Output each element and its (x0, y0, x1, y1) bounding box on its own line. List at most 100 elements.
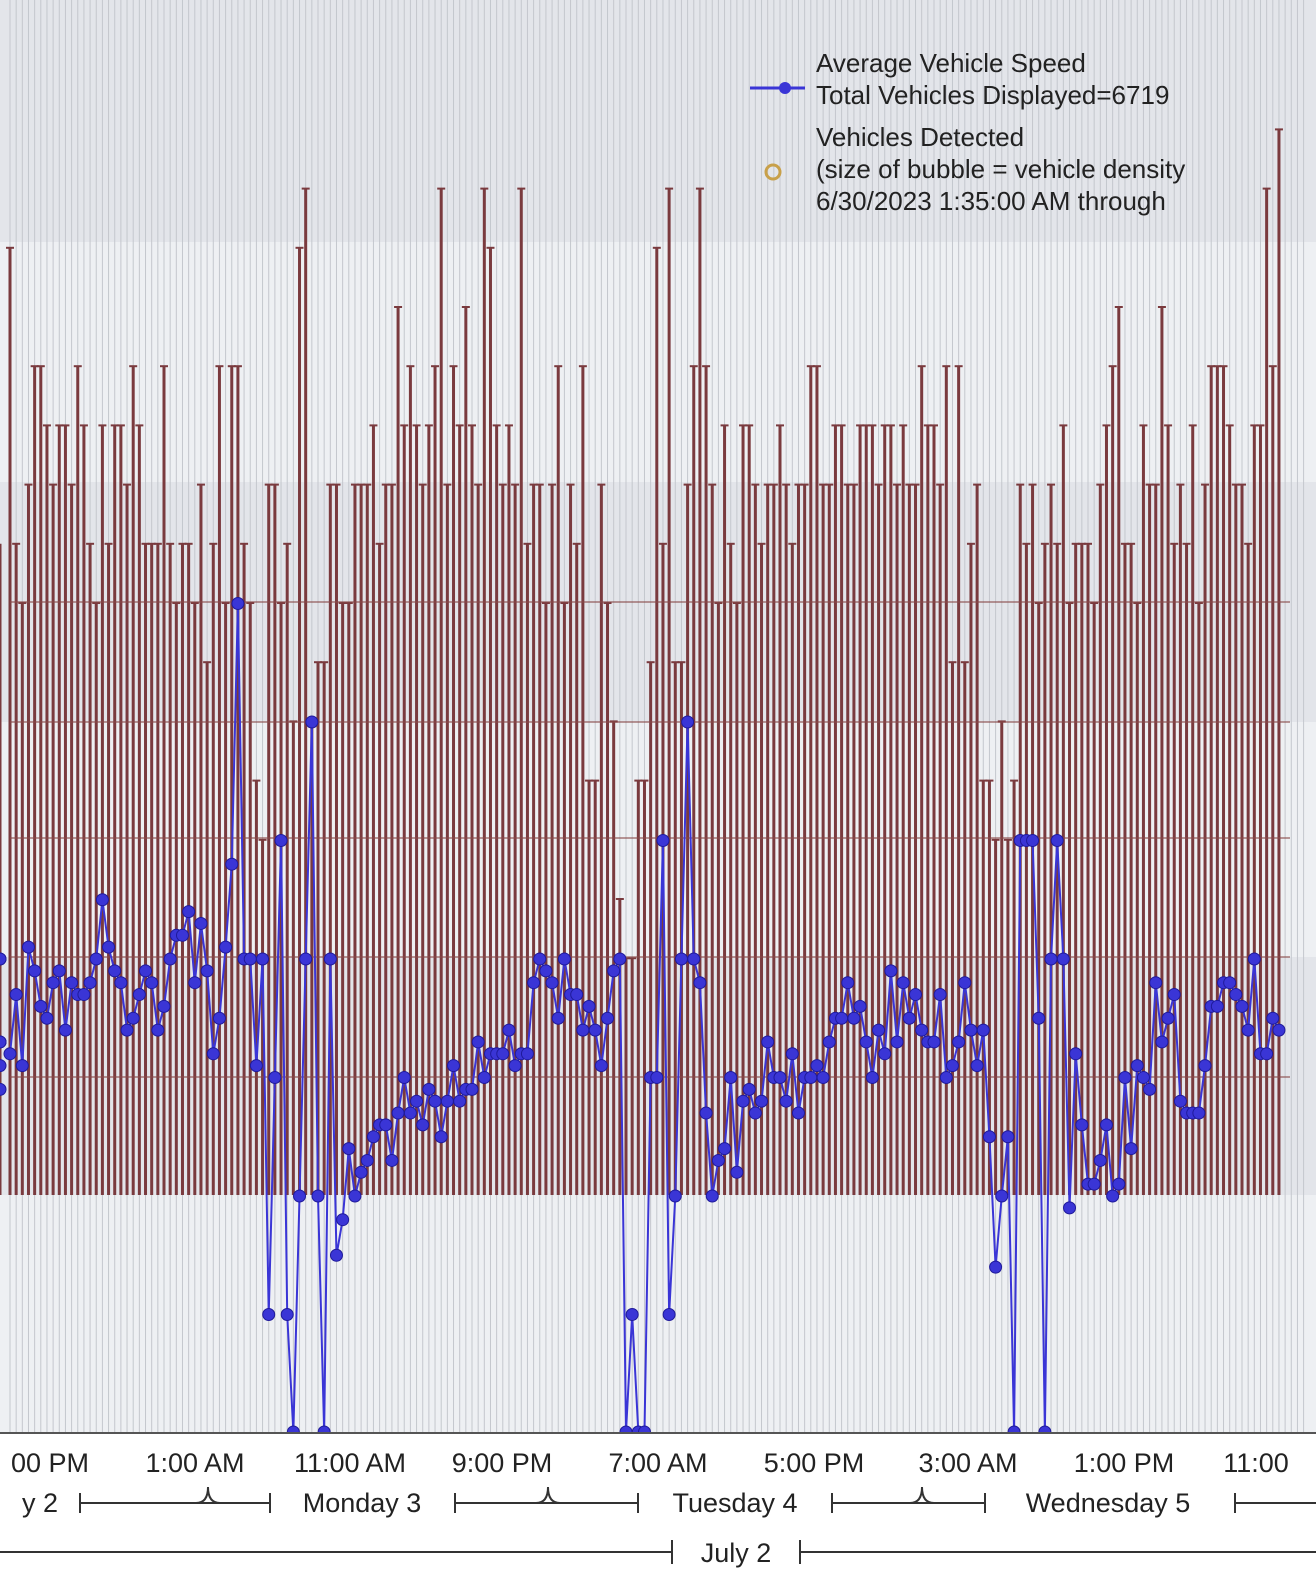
x-tick-label: 3:00 AM (918, 1448, 1017, 1478)
legend-bubble-icon (764, 163, 782, 181)
speed-point (693, 976, 707, 990)
speed-point (1044, 952, 1058, 966)
speed-point (711, 1153, 725, 1167)
speed-point (625, 1308, 639, 1321)
speed-point (231, 597, 245, 610)
speed-point (40, 1011, 54, 1025)
speed-point (1173, 1094, 1187, 1108)
speed-point (705, 1189, 719, 1203)
speed-point (607, 964, 621, 978)
speed-point (453, 1094, 467, 1108)
speed-point (1063, 1201, 1077, 1215)
speed-point (145, 976, 159, 990)
speed-point (1069, 1047, 1083, 1061)
speed-point (83, 976, 97, 990)
x-axis: 00 PM 1:00 AM 11:00 AM 9:00 PM 7:00 AM 5:00 P… (0, 1432, 1316, 1577)
speed-point (0, 1059, 7, 1073)
speed-point (872, 1023, 886, 1037)
speed-point (939, 1071, 953, 1084)
speed-point (1001, 1130, 1015, 1144)
speed-point (791, 1106, 805, 1120)
speed-point (243, 952, 257, 966)
day-label: Tuesday 4 (672, 1488, 797, 1518)
speed-point (1032, 1011, 1046, 1025)
speed-point (736, 1094, 750, 1108)
x-tick-label: 9:00 PM (452, 1448, 553, 1478)
speed-point (613, 952, 627, 966)
x-tick-label: 11:00 AM (294, 1448, 406, 1478)
speed-point (354, 1165, 368, 1179)
speed-point (249, 1059, 263, 1073)
speed-point (1136, 1071, 1150, 1084)
speed-point (416, 1118, 430, 1132)
speed-point (545, 976, 559, 990)
speed-point (1124, 1142, 1138, 1156)
speed-point (58, 1023, 72, 1037)
speed-point (1050, 834, 1064, 847)
speed-point (262, 1308, 276, 1321)
speed-point (385, 1153, 399, 1167)
speed-point (422, 1082, 436, 1096)
day-label: Wednesday 5 (1026, 1488, 1191, 1518)
speed-point (884, 964, 898, 978)
speed-point (841, 976, 855, 990)
speed-point (847, 1011, 861, 1025)
speed-point (1099, 1118, 1113, 1132)
speed-point (46, 976, 60, 990)
speed-point (964, 1023, 978, 1037)
speed-point (1192, 1106, 1206, 1120)
speed-point (1106, 1189, 1120, 1203)
speed-point (1266, 1011, 1280, 1025)
speed-point (108, 964, 122, 978)
legend-speed-marker-icon (779, 82, 791, 94)
speed-point (256, 952, 270, 966)
speed-point (477, 1071, 491, 1084)
speed-point (520, 1047, 534, 1061)
speed-point (194, 916, 208, 930)
average-speed-series (0, 597, 1286, 1439)
speed-point (274, 834, 288, 847)
speed-point (0, 1035, 7, 1049)
speed-point (89, 952, 103, 966)
speed-point (471, 1035, 485, 1049)
x-tick-label: 11:00 (1223, 1448, 1289, 1478)
speed-point (902, 1011, 916, 1025)
legend-date-range: 6/30/2023 1:35:00 AM through (816, 186, 1166, 216)
speed-point (668, 1189, 682, 1203)
speed-point (120, 1023, 134, 1037)
speed-point (1075, 1118, 1089, 1132)
speed-point (305, 715, 319, 729)
x-tick-label: 00 PM (11, 1448, 89, 1478)
speed-point (681, 715, 695, 729)
legend-detected-title: Vehicles Detected (816, 122, 1024, 152)
speed-point (9, 988, 23, 1002)
speed-point (212, 1011, 226, 1025)
speed-point (779, 1094, 793, 1108)
speed-point (933, 988, 947, 1002)
speed-point (527, 976, 541, 990)
speed-point (539, 964, 553, 978)
speed-point (835, 1011, 849, 1025)
speed-point (293, 1189, 307, 1203)
speed-point (157, 999, 171, 1013)
speed-point (502, 1023, 516, 1037)
day-label: Monday 3 (303, 1488, 422, 1518)
speed-point (952, 1035, 966, 1049)
speed-point (989, 1260, 1003, 1274)
speed-point (896, 976, 910, 990)
speed-point (65, 976, 79, 990)
speed-point (1143, 1082, 1157, 1096)
speed-point (1210, 999, 1224, 1013)
speed-point (1112, 1177, 1126, 1191)
speed-point (508, 1059, 522, 1073)
speed-point (342, 1142, 356, 1156)
speed-point (1093, 1153, 1107, 1167)
speed-point (699, 1106, 713, 1120)
speed-point (890, 1035, 904, 1049)
legend-total-vehicles: Total Vehicles Displayed=6719 (816, 80, 1169, 110)
speed-point (366, 1130, 380, 1144)
speed-point (724, 1071, 738, 1084)
speed-point (755, 1094, 769, 1108)
speed-point (865, 1071, 879, 1084)
speed-point (570, 988, 584, 1002)
